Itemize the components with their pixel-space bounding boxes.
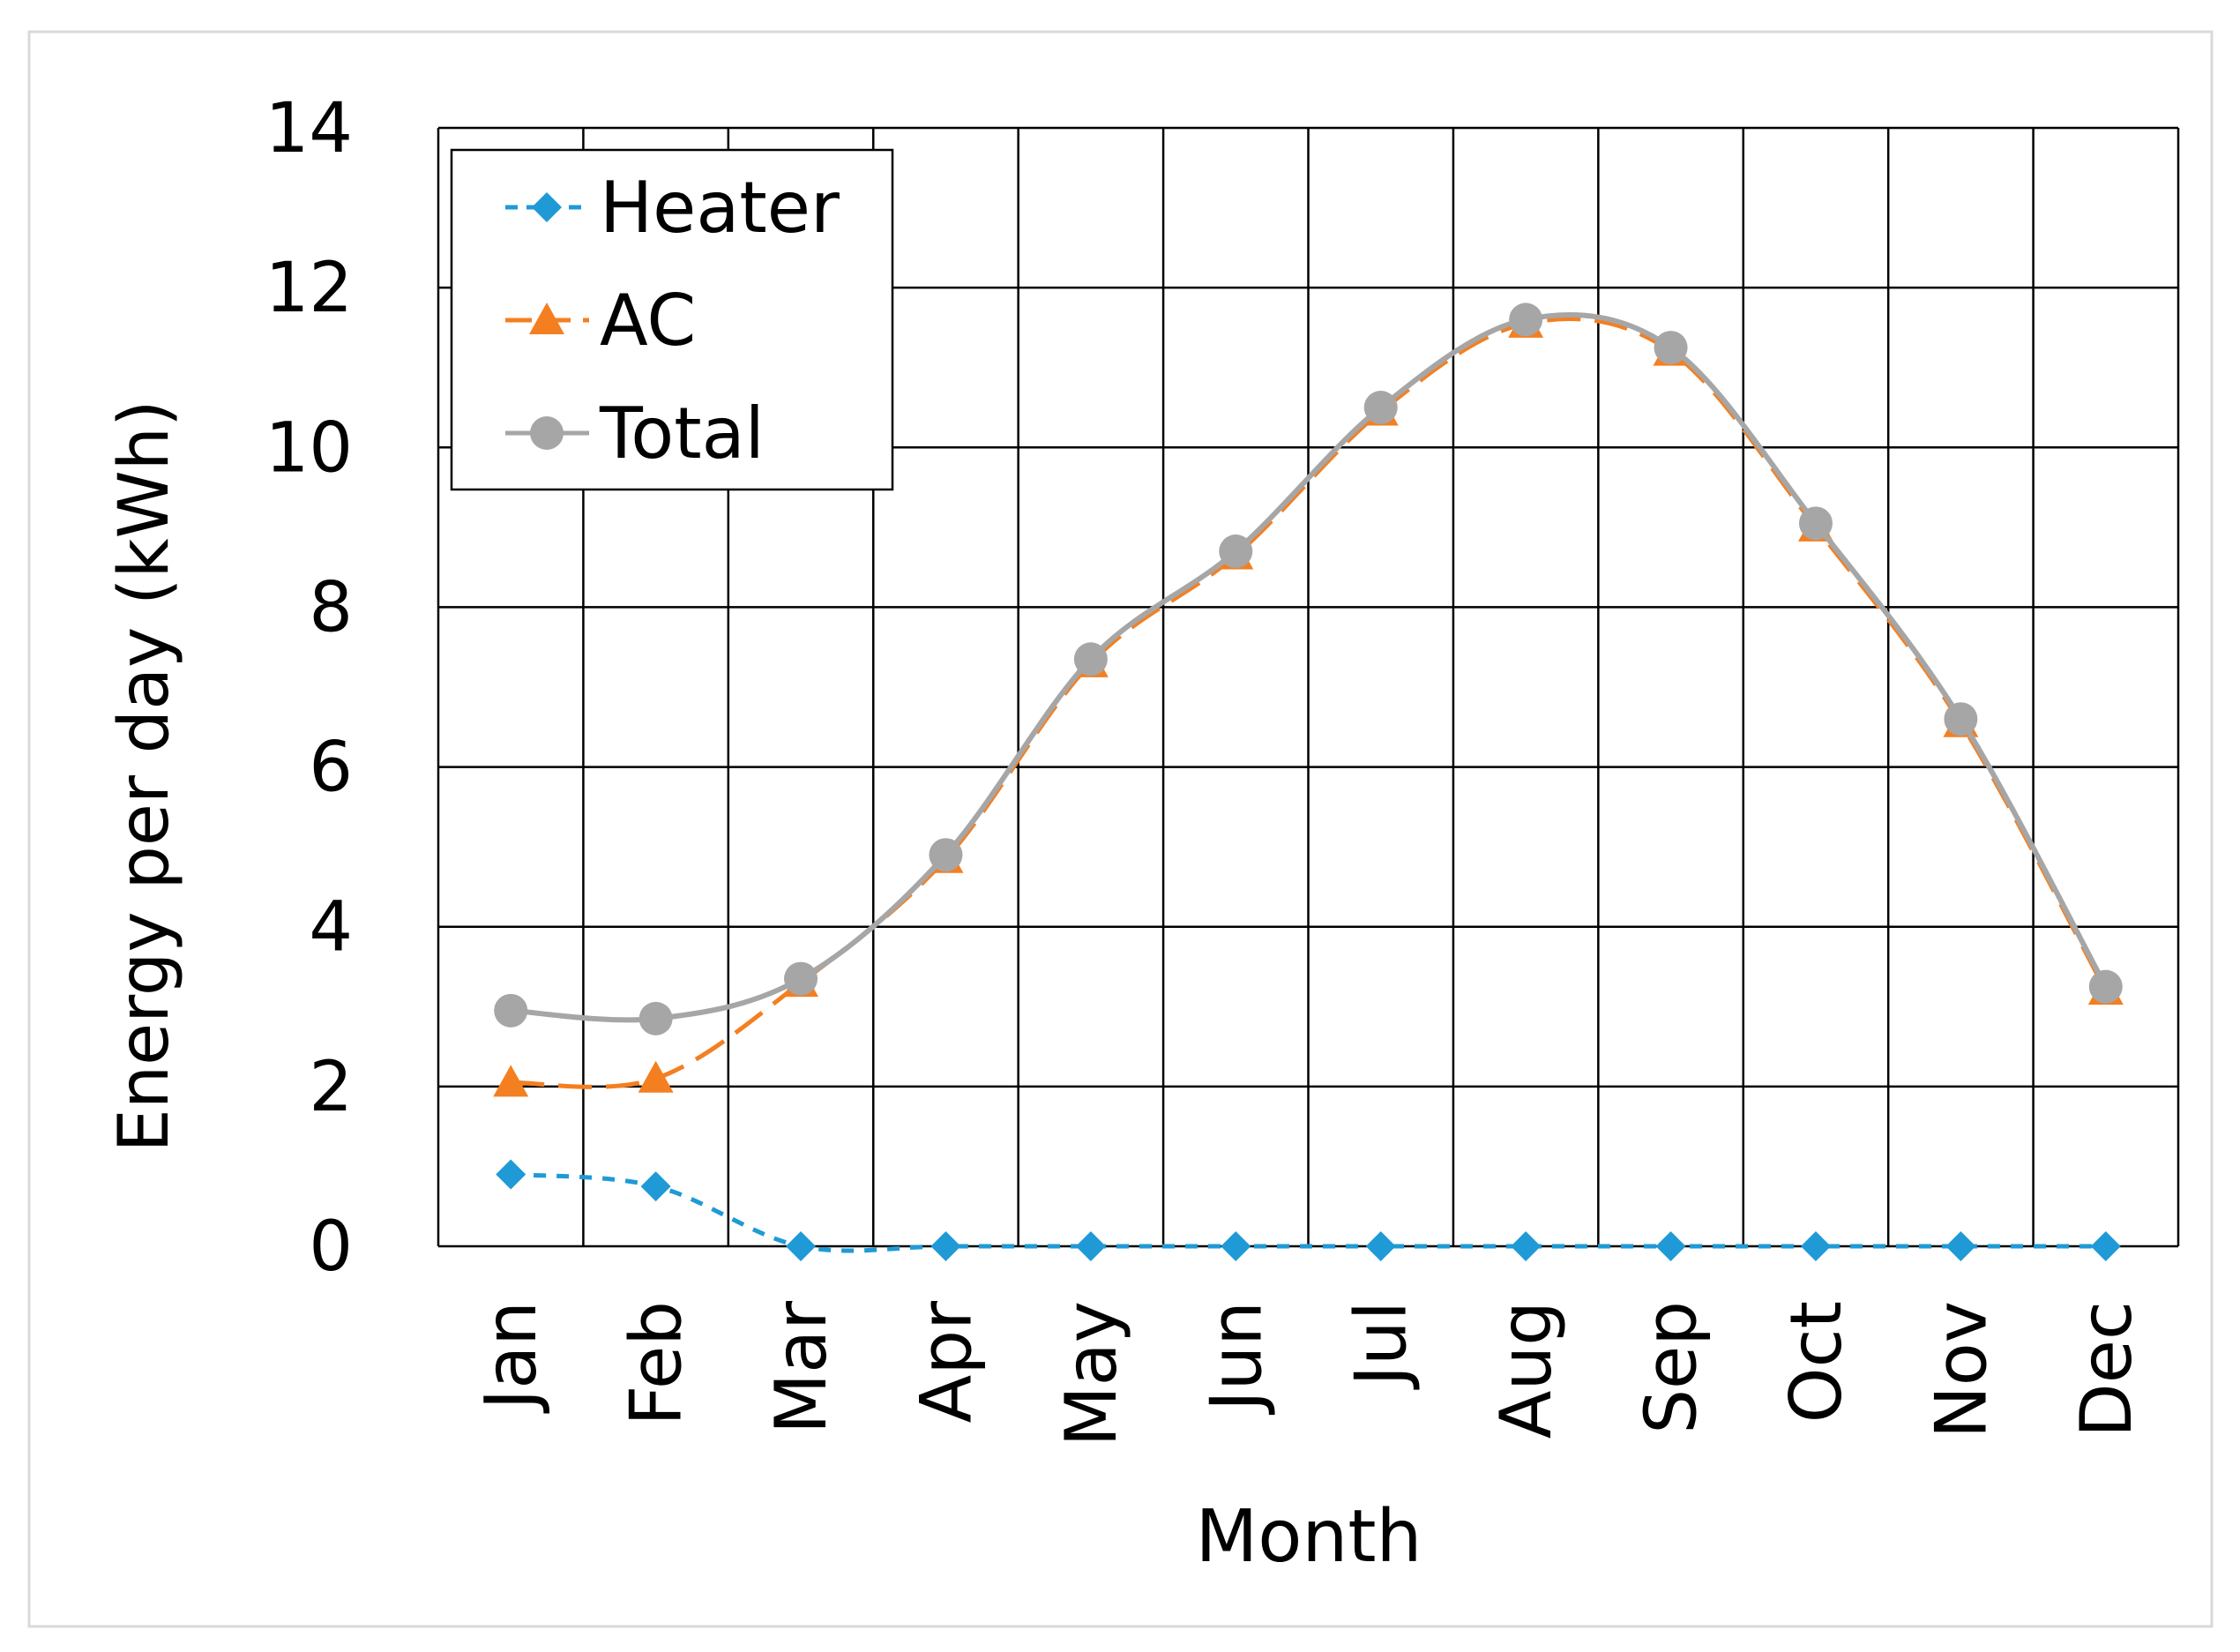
data-point-heater bbox=[1075, 1231, 1106, 1261]
y-axis-title: Energy per day (kWh) bbox=[105, 400, 184, 1152]
series-total bbox=[494, 303, 2123, 1035]
data-point-total bbox=[1654, 331, 1688, 365]
y-tick-label: 14 bbox=[265, 89, 353, 168]
x-tick-label: Nov bbox=[1920, 1301, 2002, 1439]
data-point-total bbox=[784, 961, 818, 996]
x-tick-label: Apr bbox=[905, 1301, 987, 1424]
x-tick-label: Mar bbox=[760, 1301, 842, 1434]
y-tick-label: 0 bbox=[309, 1207, 353, 1287]
legend-marker bbox=[529, 303, 564, 334]
figure-border bbox=[27, 30, 2214, 1628]
y-tick-label: 6 bbox=[309, 729, 353, 808]
y-axis-ticks: 0 2 4 6 8 10 12 14 bbox=[265, 89, 353, 1287]
x-tick-label: Jun bbox=[1195, 1301, 1277, 1416]
x-tick-label: Oct bbox=[1775, 1301, 1857, 1423]
data-point-heater bbox=[1221, 1231, 1251, 1261]
data-point-total bbox=[638, 1001, 673, 1035]
data-point-heater bbox=[930, 1231, 961, 1261]
data-point-heater bbox=[1800, 1231, 1831, 1261]
data-point-heater bbox=[1365, 1231, 1396, 1261]
x-tick-label: May bbox=[1050, 1301, 1132, 1446]
data-point-total bbox=[1073, 642, 1108, 676]
legend-marker bbox=[530, 416, 564, 450]
x-tick-label: Aug bbox=[1485, 1301, 1567, 1439]
data-point-total bbox=[2088, 969, 2123, 1004]
y-tick-label: 10 bbox=[265, 408, 353, 488]
data-point-total bbox=[1944, 702, 1978, 736]
y-tick-label: 4 bbox=[309, 888, 353, 968]
data-point-heater bbox=[1655, 1231, 1686, 1261]
x-tick-label: Feb bbox=[616, 1301, 698, 1426]
data-point-heater bbox=[786, 1231, 817, 1261]
x-tick-label: Jul bbox=[1340, 1301, 1422, 1391]
data-point-total bbox=[929, 838, 963, 872]
data-point-total bbox=[1509, 303, 1543, 337]
y-tick-label: 8 bbox=[309, 568, 353, 647]
y-tick-label: 12 bbox=[265, 249, 353, 328]
legend-item-total: Total bbox=[505, 392, 765, 475]
data-point-total bbox=[1363, 391, 1398, 424]
series-layer bbox=[493, 303, 2124, 1261]
series-heater bbox=[496, 1159, 2121, 1261]
legend-item-ac: AC bbox=[505, 280, 696, 362]
legend: Heater AC Total bbox=[450, 148, 894, 491]
legend-label: Total bbox=[599, 392, 765, 475]
data-point-ac bbox=[493, 1065, 529, 1097]
x-axis-ticks: Jan Feb Mar Apr May Jun Jul Aug Sep Oct Nov Dec bbox=[470, 1301, 2147, 1447]
x-tick-label: Dec bbox=[2065, 1301, 2147, 1438]
data-point-ac bbox=[638, 1060, 674, 1093]
data-point-heater bbox=[1945, 1231, 1976, 1261]
data-point-total bbox=[1219, 534, 1253, 569]
x-axis-title: Month bbox=[1195, 1495, 1422, 1579]
x-tick-label: Sep bbox=[1631, 1301, 1713, 1434]
y-tick-label: 2 bbox=[309, 1048, 353, 1127]
data-point-heater bbox=[496, 1159, 526, 1190]
data-point-total bbox=[494, 993, 528, 1028]
x-tick-label: Jan bbox=[470, 1301, 552, 1414]
data-point-heater bbox=[640, 1171, 671, 1202]
data-point-heater bbox=[2090, 1231, 2121, 1261]
data-point-total bbox=[1798, 506, 1833, 541]
legend-label: AC bbox=[600, 280, 696, 362]
legend-item-heater: Heater bbox=[505, 167, 840, 249]
legend-label: Heater bbox=[600, 167, 840, 249]
data-point-heater bbox=[1511, 1231, 1542, 1261]
legend-marker bbox=[532, 192, 562, 222]
